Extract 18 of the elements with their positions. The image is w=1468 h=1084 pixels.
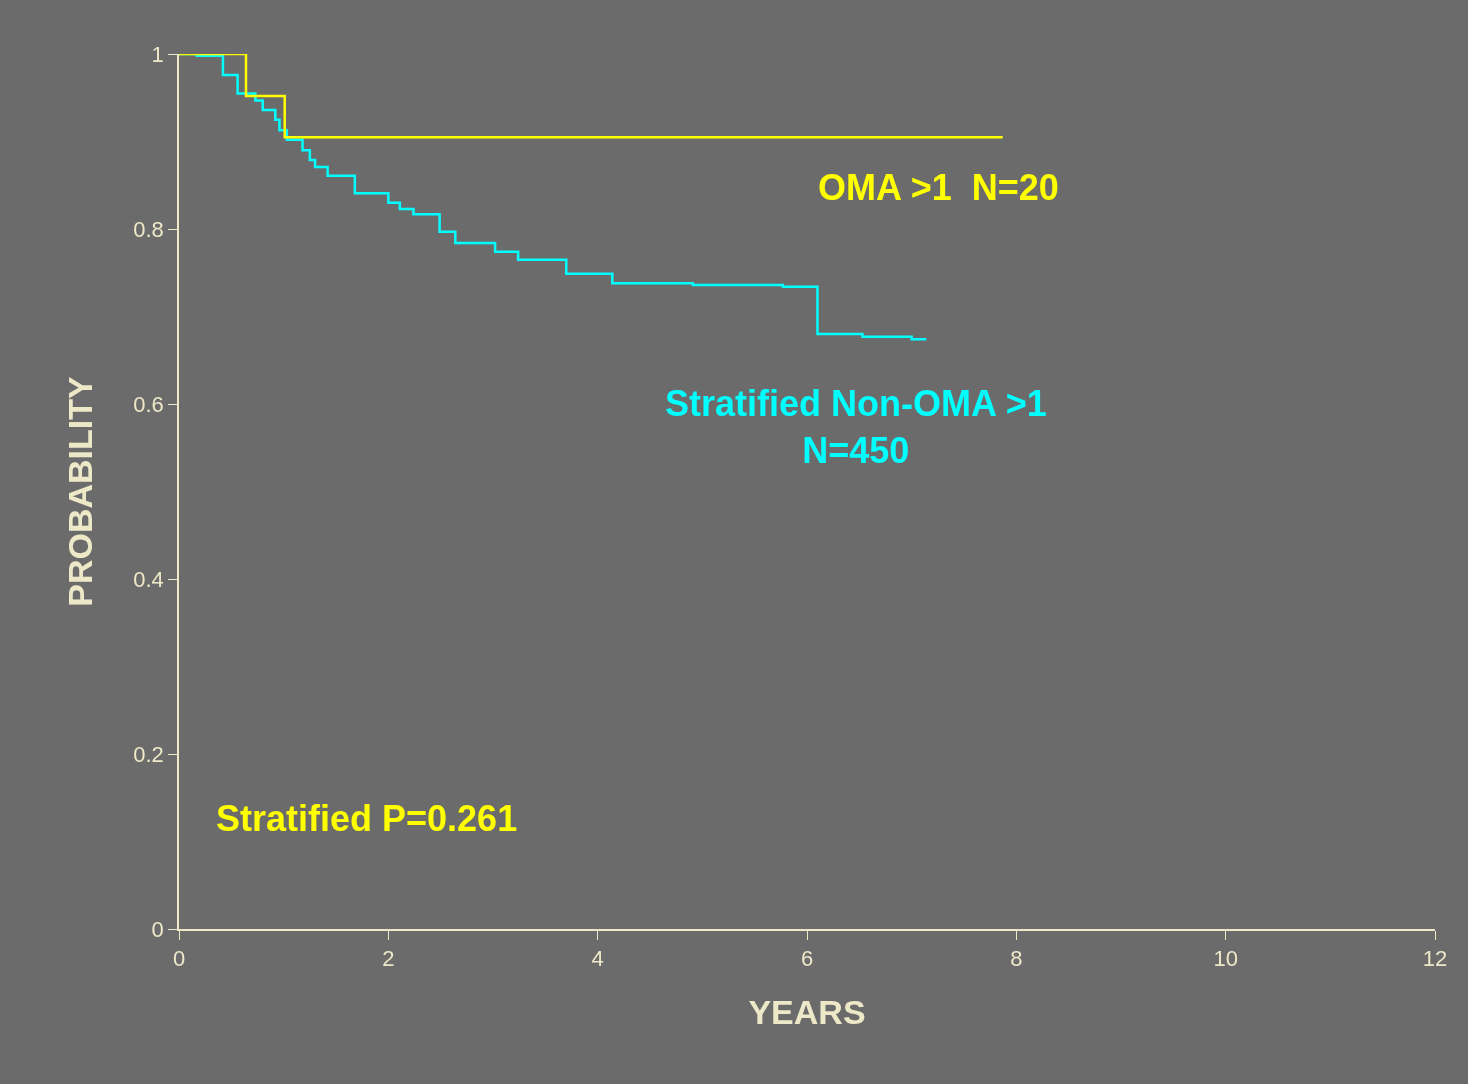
x-tick-label: 2: [382, 946, 395, 972]
y-tick-label: 0.2: [133, 741, 164, 767]
annotation: Stratified P=0.261: [216, 798, 518, 839]
text: Stratified Non-OMA >1 N=450: [665, 383, 1047, 471]
x-tick-label: 10: [1213, 946, 1238, 972]
y-tick-label: 0.6: [133, 391, 164, 417]
y-tick-label: 0.8: [133, 216, 164, 242]
y-axis-title: PROBABILITY: [61, 375, 100, 607]
x-axis-title: YEARS: [748, 992, 866, 1031]
x-tick-label: 4: [591, 946, 604, 972]
x-tick-label: 6: [800, 946, 814, 972]
y-tick-label: 0: [151, 916, 164, 942]
series-label: OMA >1 N=20: [818, 167, 1059, 208]
x-tick-label: 0: [172, 946, 186, 972]
x-tick-label: 12: [1422, 946, 1448, 972]
x-tick-label: 8: [1010, 946, 1023, 972]
y-tick-label: 1: [151, 41, 164, 67]
y-tick-label: 0.4: [133, 566, 164, 592]
